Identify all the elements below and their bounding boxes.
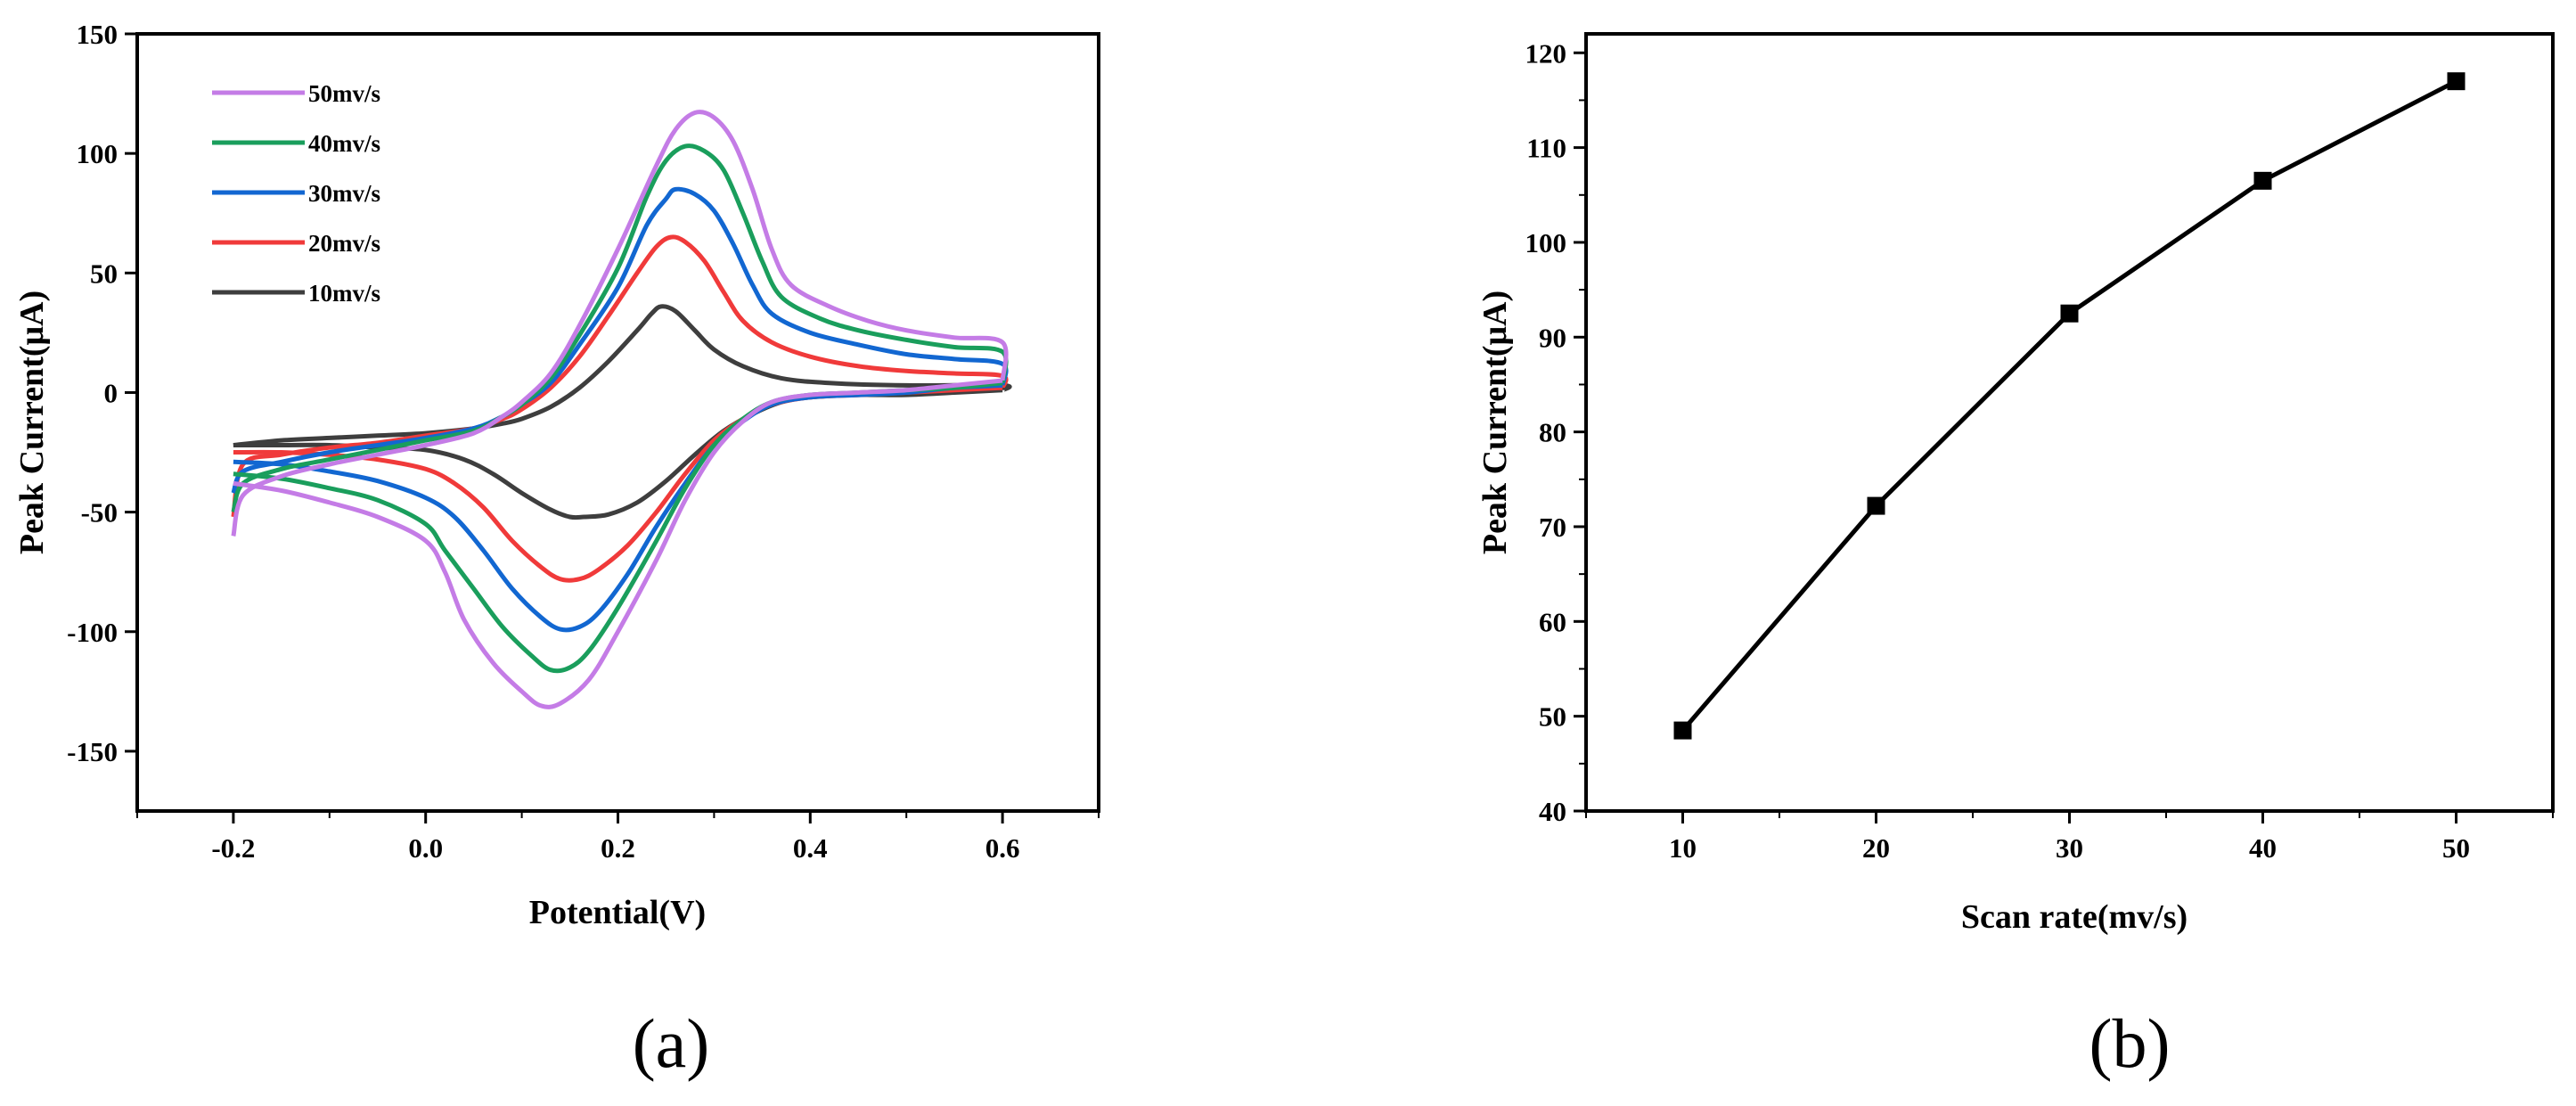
chart-a-plot-frame [135, 32, 1100, 813]
chart-b-x-tick-label: 40 [2249, 832, 2277, 864]
chart-a-y-tick-label: 50 [90, 258, 118, 289]
chart-b-y-tick-label: 60 [1539, 606, 1566, 637]
chart-a-y-tick-label: 0 [104, 377, 119, 408]
chart-b-x-tick-label: 50 [2442, 832, 2470, 864]
chart-a-x-tick-label: -0.2 [211, 832, 255, 864]
chart-b-y-tick-label: 120 [1525, 37, 1567, 69]
chart-a-y-tick-label: -100 [67, 617, 118, 648]
cv-curve-forward-50mv-s [231, 110, 1009, 537]
chart-b-marker [2447, 72, 2466, 91]
chart-b-x-axis-label: Scan rate(mv/s) [1961, 898, 2188, 936]
chart-b-marker [2253, 171, 2272, 190]
legend-label: 10mv/s [308, 280, 380, 307]
cv-curve-reverse-30mv-s [233, 382, 1003, 633]
cv-curve-forward-40mv-s [231, 143, 1009, 513]
chart-b-y-tick-label: 110 [1526, 133, 1566, 164]
chart-b-x-tick-label: 30 [2056, 832, 2083, 864]
cv-curve-reverse-50mv-s [233, 378, 1003, 709]
chart-b-x-tick-label: 20 [1862, 832, 1890, 864]
chart-a-y-tick-label: 100 [77, 138, 119, 169]
chart-b-y-tick-label: 100 [1525, 227, 1567, 258]
cv-curve-reverse-20mv-s [233, 385, 1003, 583]
chart-a-y-tick-label: -150 [67, 736, 118, 767]
chart-b-plot-frame [1584, 32, 2555, 813]
chart-a: -0.2 0.0 0.2 0.4 0.6 150 100 50 0 -50 -100 -150 50m… [13, 19, 1100, 1082]
chart-b-marker [2060, 304, 2079, 323]
panel-label-a: (a) [633, 1004, 710, 1082]
chart-b-y-tick-label: 80 [1539, 417, 1566, 448]
chart-a-x-tick-label: 0.6 [985, 832, 1020, 864]
chart-a-x-axis-label: Potential(V) [529, 894, 706, 931]
chart-b-ticks: 10 20 30 40 50 40 50 60 70 80 90 100 110 120 [1525, 37, 2554, 864]
chart-a-y-tick-label: 150 [77, 19, 119, 50]
legend-label: 40mv/s [308, 130, 380, 157]
chart-b-line [1681, 78, 2457, 733]
chart-b-marker [1673, 721, 1692, 740]
chart-b-y-tick-label: 50 [1539, 701, 1566, 733]
chart-a-y-tick-label: -50 [81, 497, 118, 528]
cv-curve-forward-10mv-s [233, 304, 1012, 447]
chart-a-x-tick-label: 0.0 [408, 832, 443, 864]
legend-label: 30mv/s [308, 180, 380, 207]
chart-a-y-axis-label: Peak Current(μA) [13, 291, 51, 554]
chart-b-x-tick-label: 10 [1669, 832, 1697, 864]
chart-b-y-tick-label: 90 [1539, 322, 1566, 353]
chart-b-y-tick-label: 70 [1539, 512, 1566, 543]
cv-curve-forward-30mv-s [231, 186, 1009, 495]
chart-a-x-tick-label: 0.2 [601, 832, 635, 864]
panel-label-b: (b) [2089, 1004, 2171, 1082]
chart-a-ticks: -0.2 0.0 0.2 0.4 0.6 150 100 50 0 -50 -100 -150 [67, 19, 1100, 864]
legend-label: 20mv/s [308, 230, 380, 257]
chart-a-series-lines [231, 110, 1012, 709]
chart-b-marker [1867, 496, 1885, 515]
chart-a-x-tick-label: 0.4 [793, 832, 828, 864]
chart-b-y-axis-label: Peak Current(μA) [1476, 291, 1514, 554]
chart-b-y-tick-label: 40 [1539, 796, 1566, 827]
chart-a-legend: 50mv/s 40mv/s 30mv/s 20mv/s 10mv/s [212, 80, 380, 307]
cv-curve-forward-20mv-s [231, 234, 1009, 518]
chart-b: 10 20 30 40 50 40 50 60 70 80 90 100 110 120 Scan rat… [1476, 32, 2555, 1082]
legend-label: 50mv/s [308, 80, 380, 107]
chart-b-series-line [1673, 72, 2466, 740]
